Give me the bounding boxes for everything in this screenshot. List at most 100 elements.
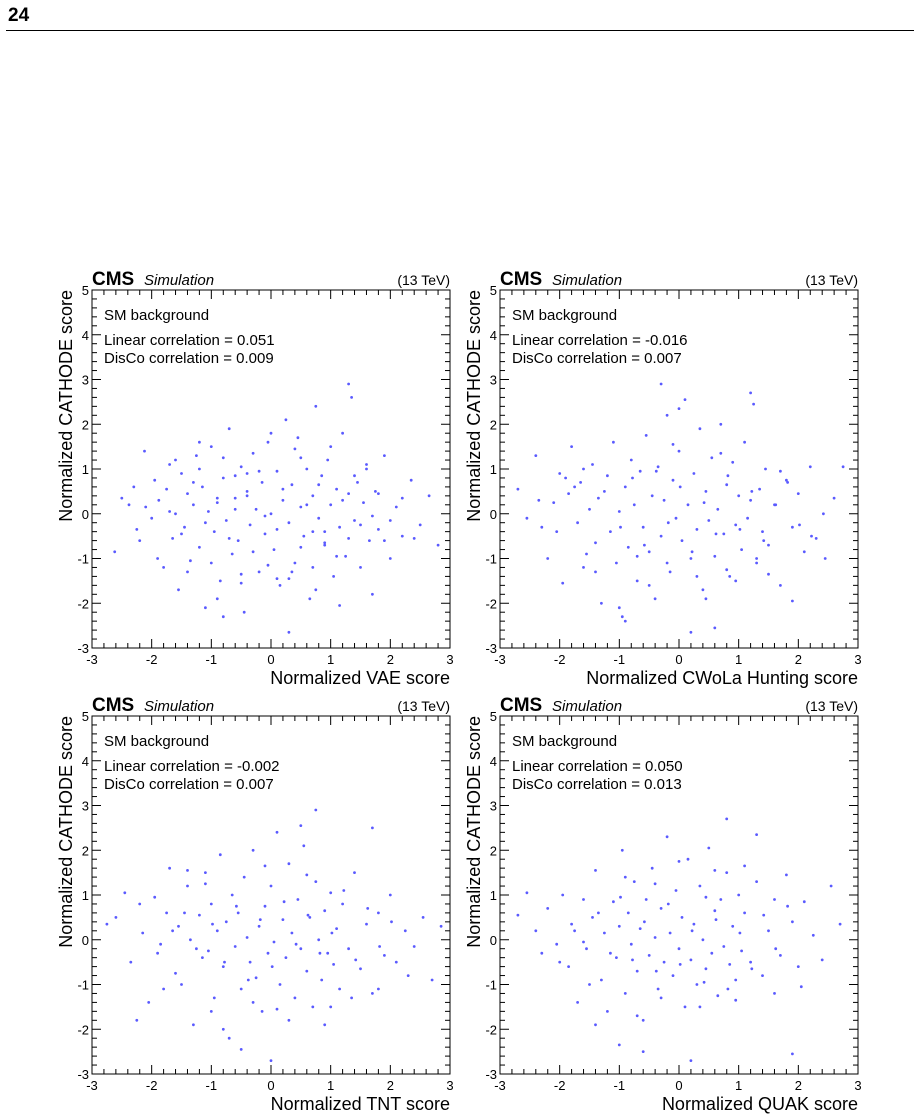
data-point [114,916,118,919]
energy-label: (13 TeV) [397,698,450,714]
data-point [302,844,306,848]
data-point [823,557,827,560]
x-tick-label: 2 [795,1078,802,1093]
y-tick-label: 5 [82,283,89,298]
data-point [272,940,276,944]
x-tick-label: -1 [206,1078,218,1093]
data-points [105,808,443,1062]
data-point [641,1018,645,1022]
data-point [722,532,726,536]
data-point [704,895,708,899]
y-tick-label: 2 [82,417,89,432]
data-point [738,528,742,531]
data-point [230,552,234,556]
data-point [359,967,362,971]
data-point [594,869,597,872]
x-tick-label: 2 [795,652,802,667]
scatter-panel-tnt: -3 -2 -1 0 1 2 3 -3 -2 -1 0 1 2 3 4 5 Normalized TNT sco… [0,688,460,1118]
data-point [353,474,356,478]
data-point [314,808,318,812]
data-point [635,969,639,973]
data-point [677,860,681,863]
data-point [242,875,246,879]
data-point [233,474,237,478]
data-point [215,501,219,504]
axis-ticks [91,715,451,1075]
data-point [680,916,684,919]
data-point [799,985,803,989]
data-point [436,543,440,547]
data-point [567,965,570,968]
data-point [802,550,806,554]
x-tick-label: 1 [327,652,334,667]
data-point [215,597,219,601]
data-point [632,503,636,507]
data-point [251,848,255,852]
x-tick-label: 0 [675,1078,682,1093]
data-point [678,963,682,966]
data-point [383,539,386,542]
data-point [665,413,669,417]
data-point [600,601,603,605]
data-point [390,920,393,924]
data-point [631,476,634,480]
data-point [171,537,175,540]
data-point [683,1005,687,1009]
y-tick-label: 5 [490,709,497,724]
data-point [204,882,207,886]
data-point [525,516,529,520]
y-tick-label: 4 [82,754,89,769]
y-tick-label: 4 [490,754,497,769]
data-point [354,958,358,962]
axis-ticks [499,715,859,1075]
data-point [594,1023,597,1027]
data-point [662,498,666,502]
data-point [186,570,189,574]
data-point [168,510,172,513]
data-point [603,931,606,935]
data-point [726,987,730,991]
data-point [740,548,743,551]
data-point [734,579,738,583]
data-point [683,398,687,401]
data-point [707,519,711,522]
data-point [353,871,356,874]
data-point [165,911,169,915]
y-tick-label: 1 [490,888,497,903]
data-point [350,396,353,399]
data-point [713,554,717,558]
data-point [629,458,633,462]
data-point [555,942,559,946]
data-point [841,465,845,469]
data-point [588,507,591,511]
header-rule [6,30,914,31]
data-point [278,983,282,986]
data-point [221,615,225,619]
data-point [275,469,279,473]
data-point [798,523,801,527]
data-point [591,463,594,466]
data-point [671,443,675,446]
data-point [750,490,754,493]
data-points [516,817,842,1062]
data-point [832,496,836,500]
data-point [695,983,699,986]
data-point [594,570,597,574]
data-point [198,913,201,917]
correlation-annotation: Linear correlation = -0.002 [104,758,280,775]
data-point [791,920,794,924]
x-tick-label: -3 [494,652,506,667]
data-point [350,996,353,1000]
data-point [341,498,344,502]
data-point [654,969,658,973]
data-point [666,902,670,906]
data-point [263,514,267,518]
data-point [323,909,327,913]
data-point [588,983,591,986]
data-point [653,597,657,601]
data-point [347,947,350,951]
y-tick-label: -1 [485,552,497,567]
y-tick-label: 2 [490,417,497,432]
correlation-annotation: DisCo correlation = 0.009 [104,350,274,367]
data-point [305,969,309,973]
